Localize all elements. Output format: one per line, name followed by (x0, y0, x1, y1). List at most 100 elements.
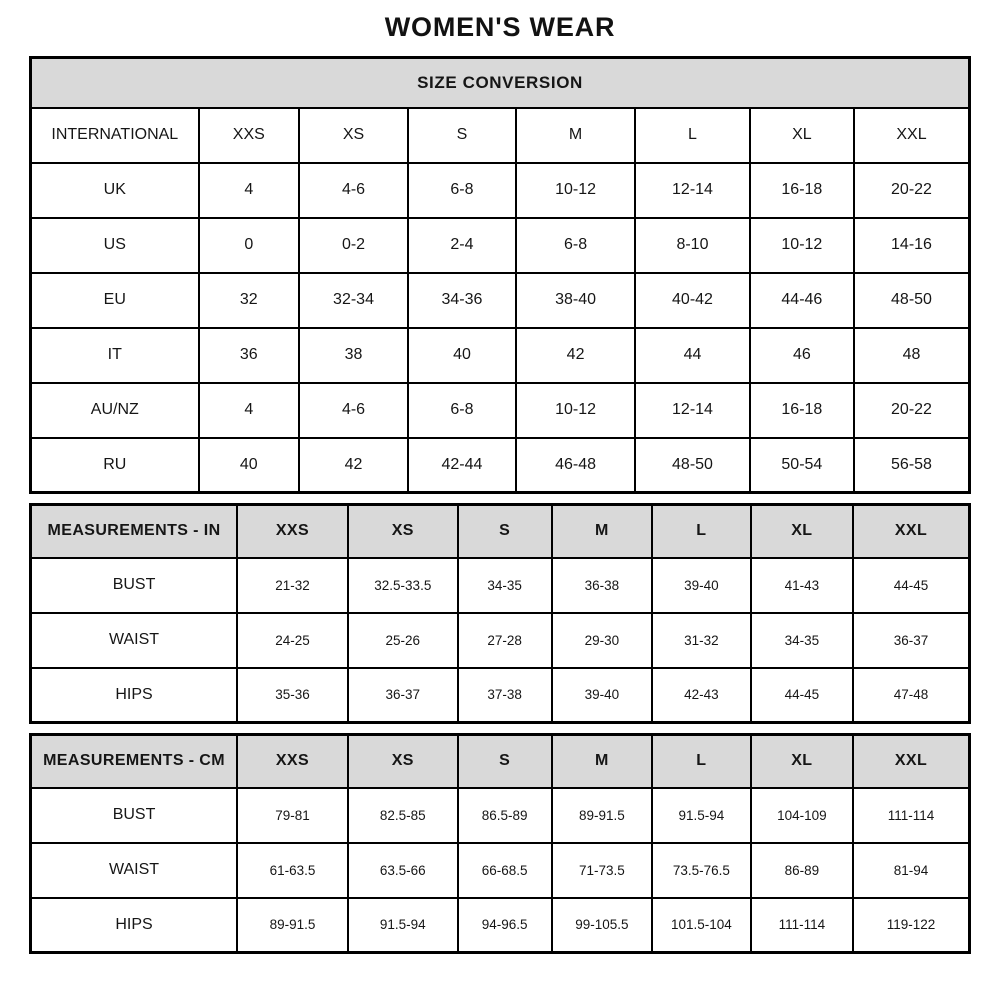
measurements-in-table: MEASUREMENTS - IN XXS XS S M L XL XXL BUST 21-32 3… (29, 503, 971, 724)
value-cell: 12-14 (634, 161, 751, 219)
value-cell: 8-10 (634, 216, 751, 274)
value-cell: 32.5-33.5 (346, 556, 459, 614)
value-cell: 99-105.5 (550, 896, 654, 954)
value-cell: 42 (514, 326, 637, 384)
value-cell: 94-96.5 (456, 896, 553, 954)
value-cell: 21-32 (236, 556, 349, 614)
measurements-cm-table: MEASUREMENTS - CM XXS XS S M L XL XXL BUST 79-81 8… (29, 733, 971, 954)
table-row: RU 40 42 42-44 46-48 48-50 50-54 56-58 (29, 436, 971, 494)
column-header: XL (749, 503, 855, 559)
value-cell: 40-42 (634, 271, 751, 329)
value-cell: 44-45 (852, 556, 971, 614)
measurements_in-header-row: MEASUREMENTS - IN XXS XS S M L XL XXL (29, 503, 971, 559)
row-label: HIPS (29, 896, 239, 954)
value-cell: 0-2 (298, 216, 409, 274)
value-cell: 81-94 (852, 841, 971, 899)
value-cell: 10-12 (514, 161, 637, 219)
value-cell: 73.5-76.5 (651, 841, 752, 899)
row-label: EU (29, 271, 200, 329)
value-cell: 6-8 (514, 216, 637, 274)
row-label: RU (29, 436, 200, 494)
value-cell: 37-38 (456, 666, 553, 724)
column-header: XS (298, 106, 409, 164)
row-label: IT (29, 326, 200, 384)
column-header: MEASUREMENTS - CM (29, 733, 239, 789)
column-header: INTERNATIONAL (29, 106, 200, 164)
row-label: US (29, 216, 200, 274)
value-cell: 40 (197, 436, 301, 494)
row-label: HIPS (29, 666, 239, 724)
value-cell: 66-68.5 (456, 841, 553, 899)
table-row: WAIST 61-63.5 63.5-66 66-68.5 71-73.5 73.5-76… (29, 841, 971, 899)
column-header: XXS (236, 733, 349, 789)
value-cell: 50-54 (748, 436, 855, 494)
value-cell: 56-58 (852, 436, 971, 494)
value-cell: 89-91.5 (236, 896, 349, 954)
column-header: M (550, 503, 654, 559)
column-header: XS (346, 733, 459, 789)
value-cell: 91.5-94 (346, 896, 459, 954)
table-row: HIPS 89-91.5 91.5-94 94-96.5 99-105.5 101.5-1… (29, 896, 971, 954)
table-row: US 0 0-2 2-4 6-8 8-10 10-12 14-16 (29, 216, 971, 274)
table-row: HIPS 35-36 36-37 37-38 39-40 42-43 44-45 47-48 (29, 666, 971, 724)
column-header: XXL (852, 503, 971, 559)
value-cell: 10-12 (748, 216, 855, 274)
column-header: L (651, 503, 752, 559)
value-cell: 2-4 (406, 216, 517, 274)
column-header: XS (346, 503, 459, 559)
value-cell: 20-22 (852, 161, 971, 219)
value-cell: 31-32 (651, 611, 752, 669)
value-cell: 4 (197, 161, 301, 219)
value-cell: 111-114 (749, 896, 855, 954)
column-header: XL (748, 106, 855, 164)
row-label: BUST (29, 556, 239, 614)
value-cell: 6-8 (406, 161, 517, 219)
value-cell: 4-6 (298, 381, 409, 439)
value-cell: 36 (197, 326, 301, 384)
value-cell: 61-63.5 (236, 841, 349, 899)
value-cell: 44 (634, 326, 751, 384)
value-cell: 12-14 (634, 381, 751, 439)
value-cell: 48-50 (634, 436, 751, 494)
value-cell: 42 (298, 436, 409, 494)
column-header: L (651, 733, 752, 789)
table-row: EU 32 32-34 34-36 38-40 40-42 44-46 48-50 (29, 271, 971, 329)
value-cell: 32-34 (298, 271, 409, 329)
value-cell: 40 (406, 326, 517, 384)
value-cell: 42-43 (651, 666, 752, 724)
column-header: L (634, 106, 751, 164)
value-cell: 104-109 (749, 786, 855, 844)
value-cell: 46-48 (514, 436, 637, 494)
value-cell: 6-8 (406, 381, 517, 439)
value-cell: 4 (197, 381, 301, 439)
value-cell: 46 (748, 326, 855, 384)
table-row: AU/NZ 4 4-6 6-8 10-12 12-14 16-18 20-22 (29, 381, 971, 439)
row-label: AU/NZ (29, 381, 200, 439)
size_conversion-header-row: INTERNATIONAL XXS XS S M L XL XXL (29, 106, 971, 164)
column-header: S (456, 733, 553, 789)
table-row: BUST 21-32 32.5-33.5 34-35 36-38 39-40 41-43 44… (29, 556, 971, 614)
value-cell: 34-35 (749, 611, 855, 669)
value-cell: 91.5-94 (651, 786, 752, 844)
column-header: XXS (236, 503, 349, 559)
value-cell: 16-18 (748, 161, 855, 219)
value-cell: 47-48 (852, 666, 971, 724)
value-cell: 86.5-89 (456, 786, 553, 844)
table-row: UK 4 4-6 6-8 10-12 12-14 16-18 20-22 (29, 161, 971, 219)
column-header: S (456, 503, 553, 559)
row-label: WAIST (29, 841, 239, 899)
value-cell: 20-22 (852, 381, 971, 439)
value-cell: 36-37 (346, 666, 459, 724)
value-cell: 82.5-85 (346, 786, 459, 844)
size_conversion-banner: SIZE CONVERSION (29, 56, 971, 109)
row-label: UK (29, 161, 200, 219)
row-label: BUST (29, 786, 239, 844)
column-header: M (550, 733, 654, 789)
table-row: BUST 79-81 82.5-85 86.5-89 89-91.5 91.5-94 104… (29, 786, 971, 844)
measurements_cm-header-row: MEASUREMENTS - CM XXS XS S M L XL XXL (29, 733, 971, 789)
value-cell: 16-18 (748, 381, 855, 439)
value-cell: 86-89 (749, 841, 855, 899)
value-cell: 32 (197, 271, 301, 329)
value-cell: 36-37 (852, 611, 971, 669)
value-cell: 10-12 (514, 381, 637, 439)
